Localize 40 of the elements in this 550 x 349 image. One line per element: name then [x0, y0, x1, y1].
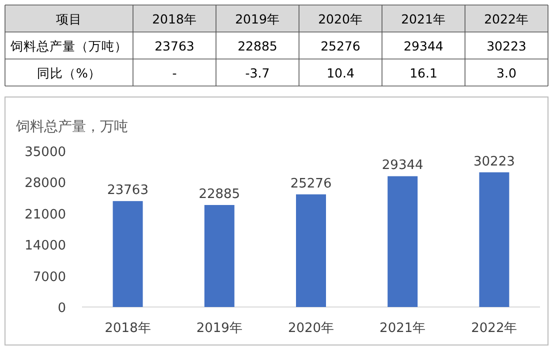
data-label: 30223 [474, 154, 515, 170]
x-tick-label: 2021年 [380, 321, 426, 336]
text: 23763 [154, 38, 194, 54]
x-tick-label: 2022年 [471, 321, 518, 336]
bar [112, 201, 143, 307]
category-label: 2020年 [318, 12, 363, 26]
text: 22885 [238, 38, 278, 54]
text: - [172, 66, 177, 80]
text: 饲料总产量（万吨） [10, 38, 128, 54]
text: 同比（%） [37, 66, 101, 80]
text: 3.0 [496, 66, 516, 80]
text: 30223 [486, 38, 526, 54]
bar [204, 205, 234, 307]
category-label: 2022年 [484, 12, 529, 26]
chart-title: 饲料总产量，万吨 [15, 119, 128, 135]
x-tick-label: 2019年 [196, 321, 242, 336]
data-label: 29344 [382, 158, 424, 174]
category-label: 2021年 [401, 12, 446, 26]
x-tick-label: 2020年 [288, 321, 334, 336]
bar [388, 176, 418, 307]
y-tick-label: 21000 [24, 207, 66, 222]
data-label: 23763 [107, 183, 148, 198]
y-tick-label: 28000 [24, 176, 66, 192]
data-label: 22885 [198, 187, 240, 202]
text: 25276 [320, 38, 360, 54]
text: 29344 [404, 38, 444, 54]
y-tick-label: 0 [58, 301, 66, 316]
y-tick-label: 14000 [24, 238, 66, 254]
text: 10.4 [326, 66, 354, 80]
text: 项目 [56, 12, 82, 26]
category-label: 2018年 [152, 12, 197, 26]
category-label: 2019年 [235, 12, 280, 26]
bar [479, 172, 510, 307]
text: -3.7 [245, 66, 270, 80]
text: 16.1 [410, 66, 438, 80]
y-tick-label: 35000 [24, 145, 66, 160]
y-tick-label: 7000 [32, 270, 66, 285]
x-tick-label: 2018年 [104, 321, 151, 336]
data-label: 25276 [290, 176, 332, 192]
bar [296, 194, 326, 307]
